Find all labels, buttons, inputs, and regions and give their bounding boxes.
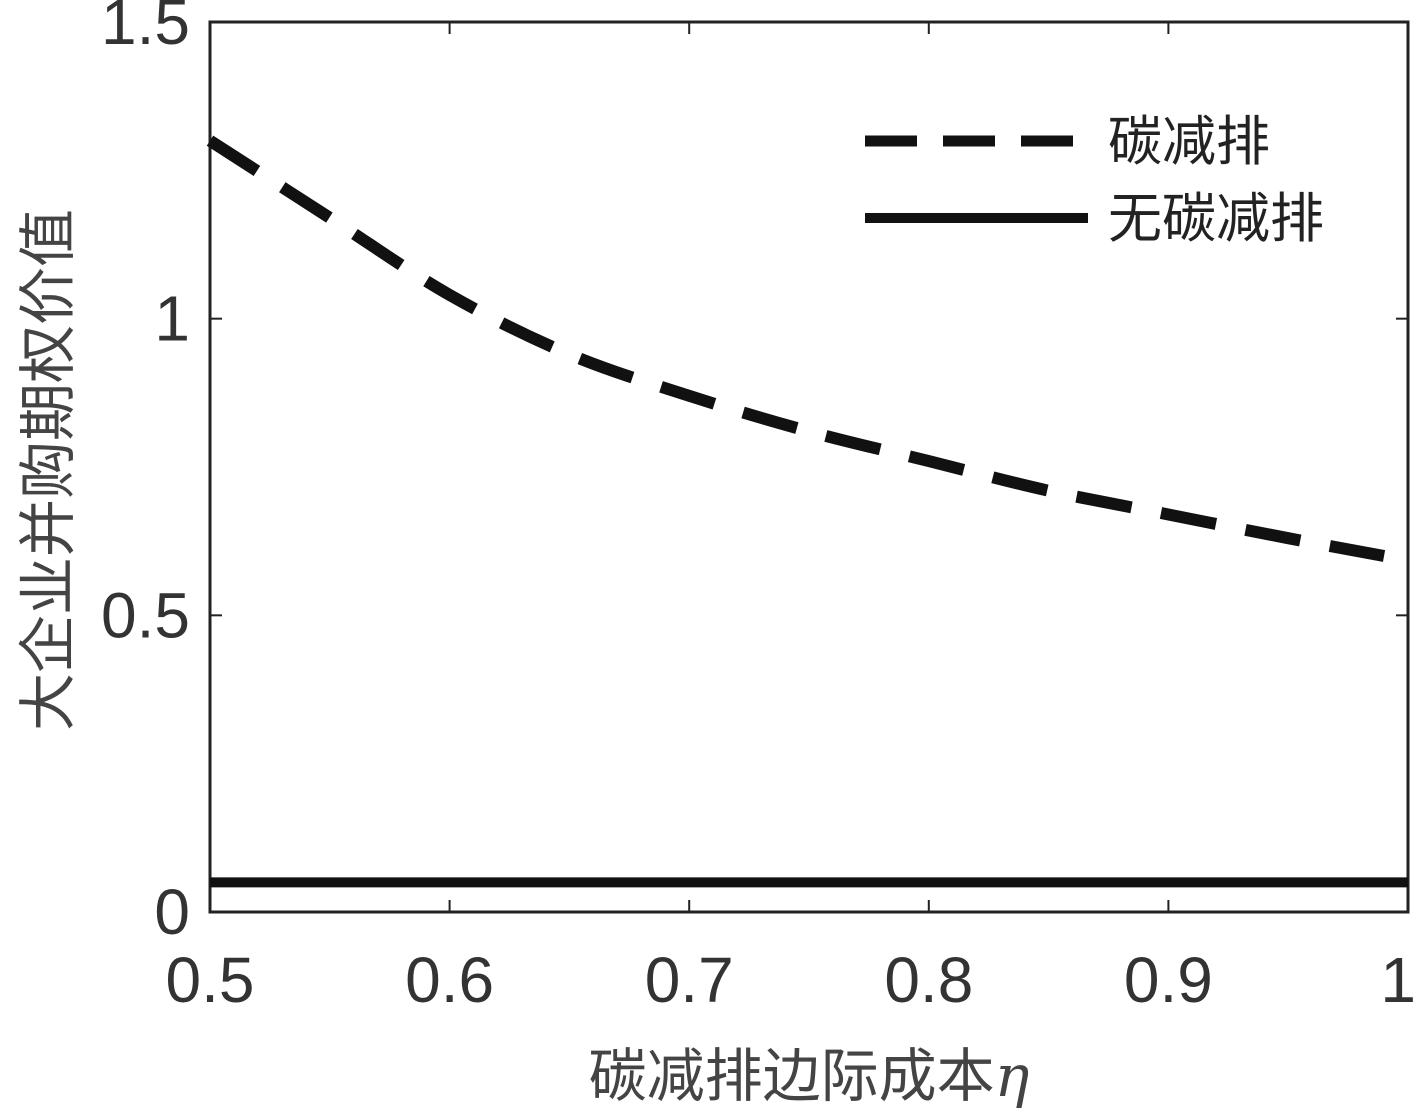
y-tick-label: 0.5 (101, 579, 190, 651)
legend-label-carbon-reduction: 碳减排 (1108, 110, 1270, 173)
x-tick-label: 0.7 (645, 944, 734, 1016)
y-tick-label: 1 (154, 283, 190, 355)
x-tick-label: 0.6 (405, 944, 494, 1016)
tick-labels: 0.5 0.6 0.7 0.8 0.9 100.511.5 (101, 0, 1416, 1016)
x-tick-label: 1 (1380, 944, 1416, 1016)
x-tick-label: 0.8 (884, 944, 973, 1016)
x-tick-label: 0.9 (1124, 944, 1213, 1016)
y-axis-title: 大企业并购期权价值 (14, 209, 82, 731)
y-tick-label: 0 (154, 876, 190, 948)
y-tick-label: 1.5 (101, 0, 190, 58)
x-axis-title: 碳减排边际成本η (589, 1042, 1030, 1110)
series-line-0 (206, 135, 1386, 562)
x-tick-label: 0.5 (166, 944, 255, 1016)
plot-frame (208, 20, 1410, 914)
tick-marks (209, 21, 1409, 913)
legend-label-no-carbon-reduction: 无碳减排 (1108, 187, 1324, 250)
series-layer (206, 135, 1408, 888)
legend: 碳减排 无碳减排 (865, 110, 1324, 250)
